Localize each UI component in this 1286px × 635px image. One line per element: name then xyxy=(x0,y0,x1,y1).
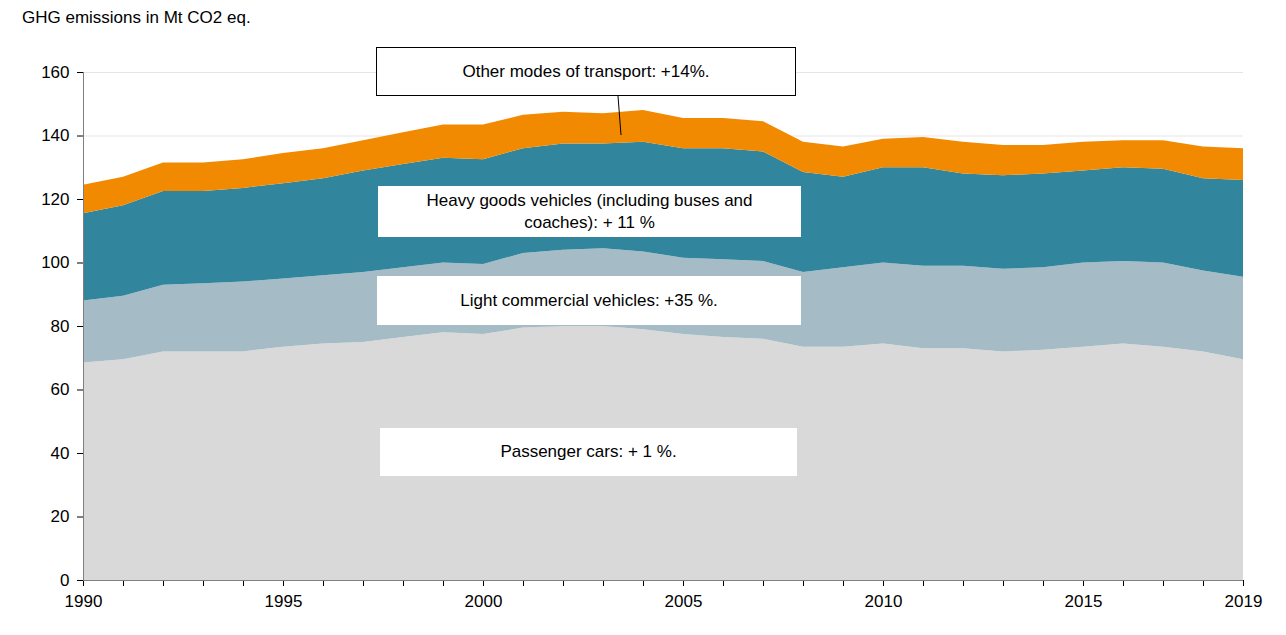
svg-text:2000: 2000 xyxy=(465,592,503,611)
html-text:Light commercial vehicles: +35: Light commercial vehicles: +35 %. xyxy=(460,290,718,310)
svg-text:40: 40 xyxy=(51,444,70,463)
svg-text:2019: 2019 xyxy=(1225,592,1263,611)
svg-text:1990: 1990 xyxy=(65,592,103,611)
svg-text:60: 60 xyxy=(51,380,70,399)
svg-text:80: 80 xyxy=(51,317,70,336)
svg-text:1995: 1995 xyxy=(265,592,303,611)
svg-text:160: 160 xyxy=(41,63,69,82)
svg-text:20: 20 xyxy=(51,507,70,526)
svg-text:2015: 2015 xyxy=(1065,592,1103,611)
html-text:Passenger cars: + 1 %.: Passenger cars: + 1 %. xyxy=(500,442,677,461)
svg-text:2010: 2010 xyxy=(865,592,903,611)
svg-text:140: 140 xyxy=(41,126,69,145)
svg-text:2005: 2005 xyxy=(665,592,703,611)
svg-text:100: 100 xyxy=(41,253,69,272)
html-text:GHG emissions in Mt CO2 eq.: GHG emissions in Mt CO2 eq. xyxy=(22,8,251,27)
svg-text:0: 0 xyxy=(60,571,69,590)
svg-text:120: 120 xyxy=(41,190,69,209)
html-text:Heavy goods vehicles (includin: Heavy goods vehicles (including buses an… xyxy=(426,190,753,232)
html-text:Other modes of transport: +14%: Other modes of transport: +14%. xyxy=(462,61,710,81)
